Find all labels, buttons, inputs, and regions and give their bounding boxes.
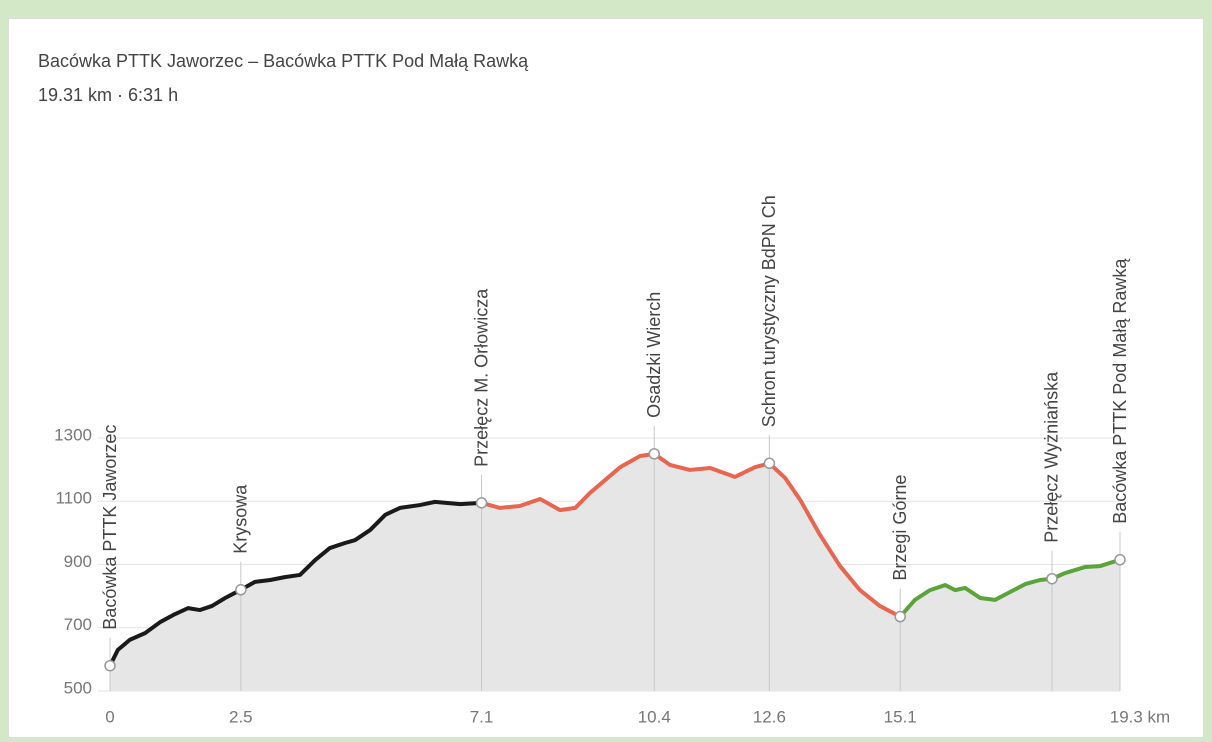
x-tick-label: 15.1 — [884, 707, 917, 726]
waypoint-marker — [894, 610, 906, 623]
profile-line — [898, 557, 1122, 619]
x-tick-label: 12.6 — [753, 707, 786, 726]
chart-title: Bacówka PTTK Jaworzec – Bacówka PTTK Pod… — [38, 51, 529, 71]
waypoint-label: Przełęcz Wyżniańska — [1042, 371, 1062, 543]
waypoint-label: Schron turystyczny BdPN Ch — [759, 195, 779, 427]
y-tick-label: 700 — [64, 615, 92, 634]
x-tick-label: 0 — [105, 707, 114, 726]
x-tick-label: 10.4 — [638, 707, 671, 726]
waypoint-label: Brzegi Górne — [890, 475, 910, 581]
waypoint-marker — [1046, 572, 1058, 585]
y-tick-label: 900 — [64, 552, 92, 571]
waypoint-marker — [475, 497, 488, 509]
profile-line — [479, 451, 903, 619]
waypoint-marker — [763, 457, 776, 470]
profile-area — [900, 559, 1120, 691]
waypoint-marker — [104, 659, 116, 672]
x-tick-label: 2.5 — [229, 707, 253, 726]
waypoint-label: Krysowa — [231, 484, 251, 554]
waypoint-marker — [1114, 554, 1126, 566]
x-tick-label: 7.1 — [470, 707, 494, 726]
x-tick-label: 19.3 km — [1110, 707, 1170, 726]
profile-area — [110, 501, 482, 691]
y-tick-label: 1100 — [55, 489, 92, 508]
waypoint-label: Osadzki Wierch — [644, 292, 664, 418]
waypoint-label: Bacówka PTTK Pod Małą Rawką — [1110, 258, 1130, 524]
waypoint-label: Bacówka PTTK Jaworzec — [100, 425, 120, 630]
profile-line — [108, 499, 484, 668]
waypoint-label: Przełęcz M. Orłowicza — [471, 288, 491, 467]
chart-subtitle: 19.31 km · 6:31 h — [38, 85, 178, 105]
profile-area — [481, 453, 901, 691]
y-tick-label: 1300 — [54, 425, 92, 444]
waypoint-marker — [235, 584, 247, 596]
y-tick-label: 500 — [64, 678, 92, 697]
waypoint-marker — [648, 448, 660, 460]
